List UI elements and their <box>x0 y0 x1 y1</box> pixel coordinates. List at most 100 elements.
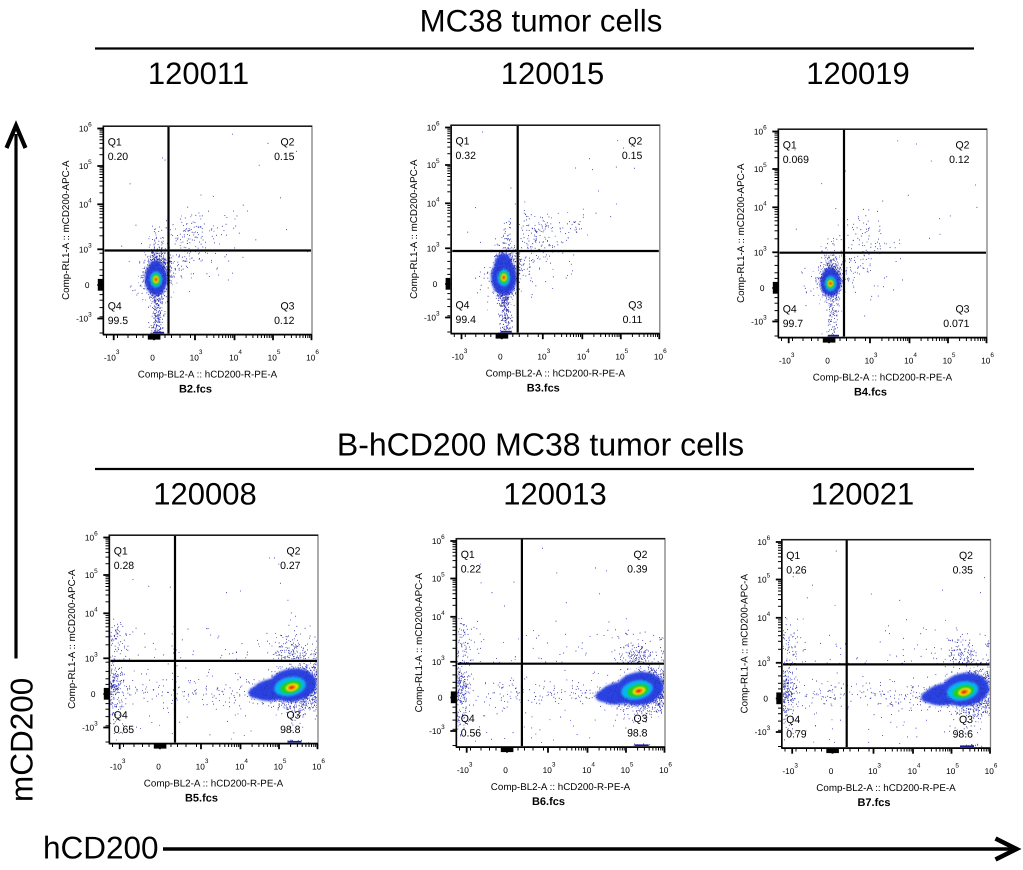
svg-text:98.8: 98.8 <box>627 727 648 739</box>
svg-text:Q4: Q4 <box>108 300 122 312</box>
svg-text:120013: 120013 <box>503 477 606 512</box>
svg-text:0: 0 <box>760 283 765 293</box>
svg-text:0.56: 0.56 <box>461 727 482 739</box>
svg-text:-103: -103 <box>76 312 92 324</box>
svg-text:0.20: 0.20 <box>108 151 129 163</box>
svg-text:Q3: Q3 <box>280 300 294 312</box>
svg-text:0: 0 <box>91 689 96 699</box>
svg-text:0.15: 0.15 <box>622 150 643 162</box>
svg-text:Comp-RL1-A :: mCD200-APC-A: Comp-RL1-A :: mCD200-APC-A <box>736 163 747 303</box>
svg-text:0.26: 0.26 <box>786 564 807 576</box>
svg-text:Comp-RL1-A :: mCD200-APC-A: Comp-RL1-A :: mCD200-APC-A <box>67 569 78 709</box>
svg-text:Q2: Q2 <box>286 545 300 557</box>
svg-text:Q2: Q2 <box>280 136 294 148</box>
svg-text:0: 0 <box>156 761 161 771</box>
svg-text:99.4: 99.4 <box>456 314 477 326</box>
svg-text:Q4: Q4 <box>786 714 800 726</box>
svg-text:-103: -103 <box>82 721 98 733</box>
svg-text:-103: -103 <box>104 349 120 362</box>
svg-text:0: 0 <box>150 352 155 362</box>
svg-text:Q4: Q4 <box>114 709 128 721</box>
svg-text:0: 0 <box>498 351 503 361</box>
svg-text:Comp-BL2-A :: hCD200-R-PE-A: Comp-BL2-A :: hCD200-R-PE-A <box>486 369 626 380</box>
svg-text:0.65: 0.65 <box>114 724 135 736</box>
svg-text:mCD200: mCD200 <box>4 678 40 802</box>
svg-text:Q1: Q1 <box>783 139 797 151</box>
svg-text:-103: -103 <box>782 762 798 775</box>
svg-text:0.28: 0.28 <box>114 560 135 572</box>
svg-text:0: 0 <box>763 694 768 704</box>
svg-text:B6.fcs: B6.fcs <box>532 796 565 808</box>
svg-text:0.79: 0.79 <box>786 728 807 740</box>
svg-text:Comp-RL1-A :: mCD200-APC-A: Comp-RL1-A :: mCD200-APC-A <box>740 574 751 714</box>
svg-text:0: 0 <box>829 766 834 776</box>
svg-text:120015: 120015 <box>501 56 604 91</box>
svg-text:Comp-BL2-A :: hCD200-R-PE-A: Comp-BL2-A :: hCD200-R-PE-A <box>144 779 284 790</box>
svg-text:120008: 120008 <box>153 477 256 512</box>
svg-text:Q3: Q3 <box>955 303 969 315</box>
svg-text:0.069: 0.069 <box>783 154 809 166</box>
svg-text:0.11: 0.11 <box>623 314 643 326</box>
svg-text:Q4: Q4 <box>461 713 475 725</box>
svg-text:0.39: 0.39 <box>627 563 648 575</box>
svg-text:0: 0 <box>503 765 508 775</box>
svg-text:hCD200: hCD200 <box>43 830 159 865</box>
svg-text:99.7: 99.7 <box>783 318 804 330</box>
svg-text:-103: -103 <box>452 348 468 361</box>
svg-text:0: 0 <box>438 693 443 703</box>
svg-text:Comp-BL2-A :: hCD200-R-PE-A: Comp-BL2-A :: hCD200-R-PE-A <box>138 370 278 381</box>
svg-text:0.12: 0.12 <box>274 315 295 327</box>
svg-text:0.27: 0.27 <box>280 560 301 572</box>
svg-text:-103: -103 <box>457 761 473 774</box>
svg-text:Comp-RL1-A :: mCD200-APC-A: Comp-RL1-A :: mCD200-APC-A <box>409 159 420 299</box>
svg-text:B4.fcs: B4.fcs <box>854 386 887 398</box>
svg-text:0.22: 0.22 <box>461 563 482 575</box>
svg-text:-103: -103 <box>779 352 795 365</box>
svg-text:Q2: Q2 <box>633 549 647 561</box>
svg-text:-103: -103 <box>751 315 767 327</box>
svg-text:Q3: Q3 <box>628 299 642 311</box>
svg-text:Comp-RL1-A :: mCD200-APC-A: Comp-RL1-A :: mCD200-APC-A <box>414 573 425 713</box>
svg-text:B-hCD200 MC38 tumor cells: B-hCD200 MC38 tumor cells <box>337 427 744 463</box>
svg-text:98.6: 98.6 <box>953 728 974 740</box>
svg-text:120019: 120019 <box>806 56 909 91</box>
svg-text:98.8: 98.8 <box>280 724 301 736</box>
svg-text:0.071: 0.071 <box>943 318 969 330</box>
svg-text:Q4: Q4 <box>456 299 470 311</box>
svg-text:0.12: 0.12 <box>949 154 970 166</box>
svg-text:120011: 120011 <box>148 56 249 91</box>
svg-text:0: 0 <box>433 279 438 289</box>
svg-text:Q1: Q1 <box>461 549 475 561</box>
svg-text:B5.fcs: B5.fcs <box>185 792 218 804</box>
svg-text:Q2: Q2 <box>628 135 642 147</box>
svg-text:0.32: 0.32 <box>456 150 477 162</box>
svg-text:Comp-BL2-A :: hCD200-R-PE-A: Comp-BL2-A :: hCD200-R-PE-A <box>816 783 956 794</box>
svg-text:Q1: Q1 <box>786 550 800 562</box>
svg-text:-103: -103 <box>424 311 440 323</box>
svg-text:0.15: 0.15 <box>274 151 295 163</box>
svg-text:Q1: Q1 <box>114 545 128 557</box>
svg-text:Comp-BL2-A :: hCD200-R-PE-A: Comp-BL2-A :: hCD200-R-PE-A <box>491 782 631 793</box>
svg-text:Q1: Q1 <box>456 135 470 147</box>
svg-text:-103: -103 <box>755 725 771 737</box>
svg-text:B7.fcs: B7.fcs <box>857 797 890 809</box>
svg-text:Q3: Q3 <box>959 714 973 726</box>
svg-text:B3.fcs: B3.fcs <box>527 382 560 394</box>
svg-text:Q2: Q2 <box>959 550 973 562</box>
svg-text:-103: -103 <box>110 758 126 771</box>
svg-text:120021: 120021 <box>811 477 914 512</box>
svg-text:Comp-RL1-A :: mCD200-APC-A: Comp-RL1-A :: mCD200-APC-A <box>61 160 72 300</box>
svg-text:MC38 tumor cells: MC38 tumor cells <box>420 4 663 39</box>
svg-text:Q3: Q3 <box>633 713 647 725</box>
svg-text:0: 0 <box>85 280 90 290</box>
svg-text:-103: -103 <box>429 724 445 736</box>
svg-text:0: 0 <box>825 355 830 365</box>
svg-text:99.5: 99.5 <box>108 315 129 327</box>
svg-text:B2.fcs: B2.fcs <box>179 383 212 395</box>
svg-text:0.35: 0.35 <box>953 564 974 576</box>
svg-text:Q3: Q3 <box>286 709 300 721</box>
svg-text:Q2: Q2 <box>955 139 969 151</box>
svg-text:Q4: Q4 <box>783 303 797 315</box>
svg-text:Q1: Q1 <box>108 136 122 148</box>
svg-text:Comp-BL2-A :: hCD200-R-PE-A: Comp-BL2-A :: hCD200-R-PE-A <box>813 373 953 384</box>
